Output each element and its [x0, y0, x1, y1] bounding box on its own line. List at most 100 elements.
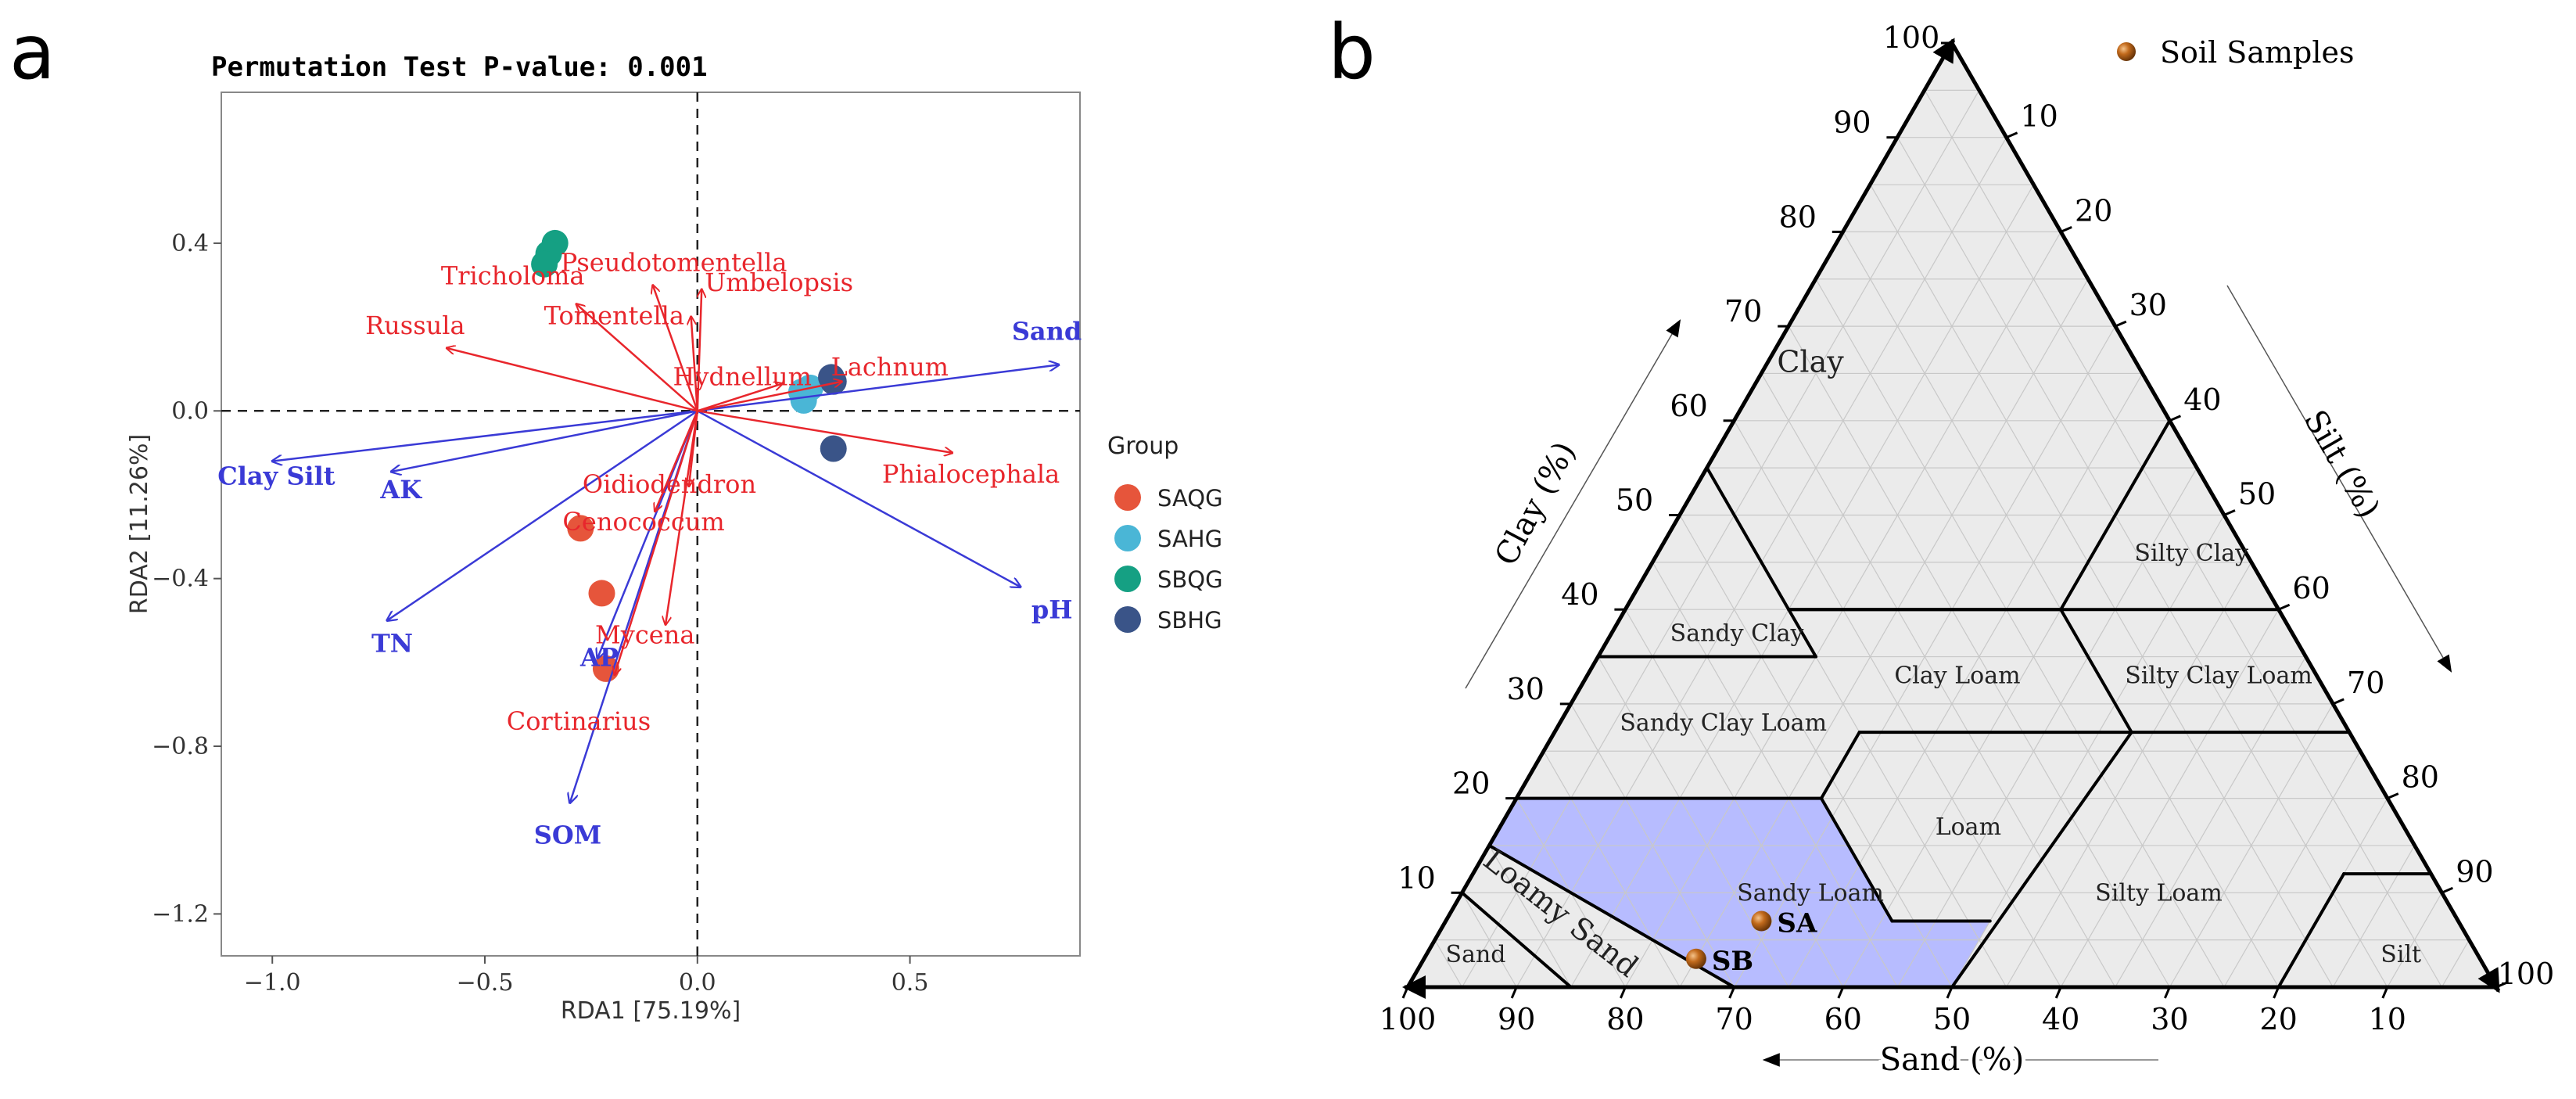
silt-tick-mark [2278, 603, 2291, 611]
soil-sample-sb [1685, 948, 1706, 969]
grid-line-sand [1570, 703, 1735, 988]
silt-tick-label: 40 [2183, 382, 2221, 417]
region-boundary [1819, 796, 1894, 923]
sand-tick-label: 90 [1498, 1002, 1535, 1036]
grid-line-silt [2441, 939, 2470, 988]
grid-line-silt [1679, 278, 2089, 988]
sand-tick-mark [2054, 986, 2062, 999]
triangle-outline [1402, 38, 2501, 999]
legend-label-sbqg: SBQG [1157, 566, 1223, 593]
region-label-sandy-clay: Sandy Clay [1670, 620, 1804, 647]
reference-lines [221, 92, 1080, 956]
ternary-ticks: 10 20 30 40 50 60 70 80 90 100 10 20 30 40 50 60 70 80 90 1… [1379, 20, 2555, 1036]
soil-legend: Soil Samples [2117, 35, 2354, 70]
silt-tick-label: 50 [2238, 477, 2276, 512]
silt-tick-label: 70 [2347, 666, 2384, 700]
species-vector-mycena [666, 411, 699, 624]
env-vector-ak [391, 410, 698, 472]
grid-line-sand [1434, 939, 1463, 988]
clay-tick-label: 100 [1883, 20, 1940, 55]
region-label-silty-loam: Silty Loam [2095, 879, 2223, 907]
region-boundary [1819, 731, 1861, 800]
species-vector-hydnellum [697, 383, 783, 412]
silt-tick-label: 30 [2129, 288, 2167, 322]
plot-title: Permutation Test P-value: 0.001 [211, 52, 708, 83]
sand-tick-mark [1728, 986, 1735, 999]
silt-tick-label: 60 [2292, 571, 2330, 605]
species-label-russula: Russula [365, 311, 465, 340]
y-axis-label: RDA2 [11.26%] [126, 434, 153, 614]
grid-line-silt [2060, 609, 2280, 988]
group-legend: Group SAQG SAHG SBQG SBHG [1107, 433, 1223, 634]
sample-point-saqg [567, 515, 594, 542]
panel-letter-b: b [1328, 9, 1376, 96]
silt-tick-label: 100 [2498, 957, 2555, 991]
panel-letter-a: a [9, 9, 56, 96]
soil-sample-sa [1751, 910, 1772, 932]
region-sandy-clay-loam [1516, 656, 1860, 799]
clay-tick-label: 30 [1507, 672, 1545, 706]
env-label-clay-silt: Clay Silt [217, 462, 335, 491]
x-tick-label: 0.0 [679, 969, 716, 997]
region-label-silty-clay: Silty Clay [2134, 540, 2248, 567]
species-vector-tomentella [691, 317, 699, 411]
sand-tick-label: 10 [2369, 1002, 2406, 1036]
region-boundary [1705, 466, 1817, 659]
region-label-sandy-loam: Sandy Loam [1737, 879, 1884, 907]
grid-line-silt [1788, 373, 2144, 988]
x-axis-label: RDA1 [75.19%] [561, 997, 741, 1025]
legend-marker-sbhg [1114, 606, 1141, 633]
species-label-umbelopsis: Umbelopsis [705, 268, 853, 297]
x-axis-ticks: −1.0 −0.5 0.0 0.5 [244, 956, 928, 997]
y-axis-ticks: 0.4 0.0 −0.4 −0.8 −1.2 [152, 230, 221, 928]
region-boundary [2276, 872, 2346, 989]
grid-line-sand [1924, 90, 2442, 988]
region-boundary [2059, 418, 2172, 612]
region-loam [1821, 732, 2099, 921]
grid-line-silt [2223, 750, 2361, 988]
region-label-clay: Clay [1777, 344, 1844, 379]
region-silt [2278, 874, 2496, 987]
grid-line-silt [2006, 562, 2252, 988]
clay-tick-label: 90 [1833, 106, 1871, 140]
soil-sample-label-sb: SB [1712, 946, 1753, 977]
legend-marker-sahg [1114, 525, 1141, 551]
region-boundary [1460, 891, 1573, 989]
silt-tick-mark [2006, 131, 2018, 139]
species-label-hydnellum: Hydnellum [673, 361, 812, 391]
grid-line-sand [1815, 278, 2225, 988]
sample-point-sbqg [531, 250, 558, 278]
grid-line-silt [2169, 703, 2334, 988]
silt-axis-title: Silt (%) [2297, 404, 2387, 525]
panel-a-rda-plot: a Permutation Test P-value: 0.001 −1.0 −0… [9, 9, 1223, 1025]
sand-tick-label: 70 [1715, 1002, 1753, 1036]
soil-sample-label-sa: SA [1777, 908, 1817, 939]
clay-axis-title: Clay (%) [1488, 436, 1583, 571]
env-vector-sand [697, 365, 1059, 412]
clay-tick-label: 10 [1397, 860, 1435, 895]
silt-tick-mark [2387, 792, 2399, 799]
grid-line-silt [1570, 184, 2034, 988]
grid-line-silt [1951, 515, 2225, 988]
region-label-sandy-clay-loam: Sandy Clay Loam [1620, 709, 1827, 737]
grid-line-silt [2115, 656, 2306, 988]
sand-tick-label: 40 [2042, 1002, 2079, 1036]
env-label-ak: AK [379, 475, 422, 505]
species-label-cortinarius: Cortinarius [507, 706, 651, 736]
silt-tick-label: 80 [2402, 760, 2439, 795]
y-tick-label: −0.8 [152, 733, 209, 760]
silt-tick-mark [2060, 226, 2072, 233]
species-label-lachnum: Lachnum [831, 352, 949, 382]
legend-label-saqg: SAQG [1157, 485, 1223, 512]
silt-tick-label: 20 [2075, 193, 2112, 228]
sand-tick-mark [2273, 986, 2280, 999]
region-label-loam: Loam [1936, 813, 2001, 841]
species-vector-pseudotomentella [653, 286, 698, 411]
silt-tick-mark [2332, 698, 2345, 706]
legend-title: Group [1107, 433, 1179, 460]
legend-marker-saqg [1114, 484, 1141, 511]
sand-tick-mark [1620, 986, 1627, 999]
clay-tick-label: 40 [1561, 577, 1598, 612]
